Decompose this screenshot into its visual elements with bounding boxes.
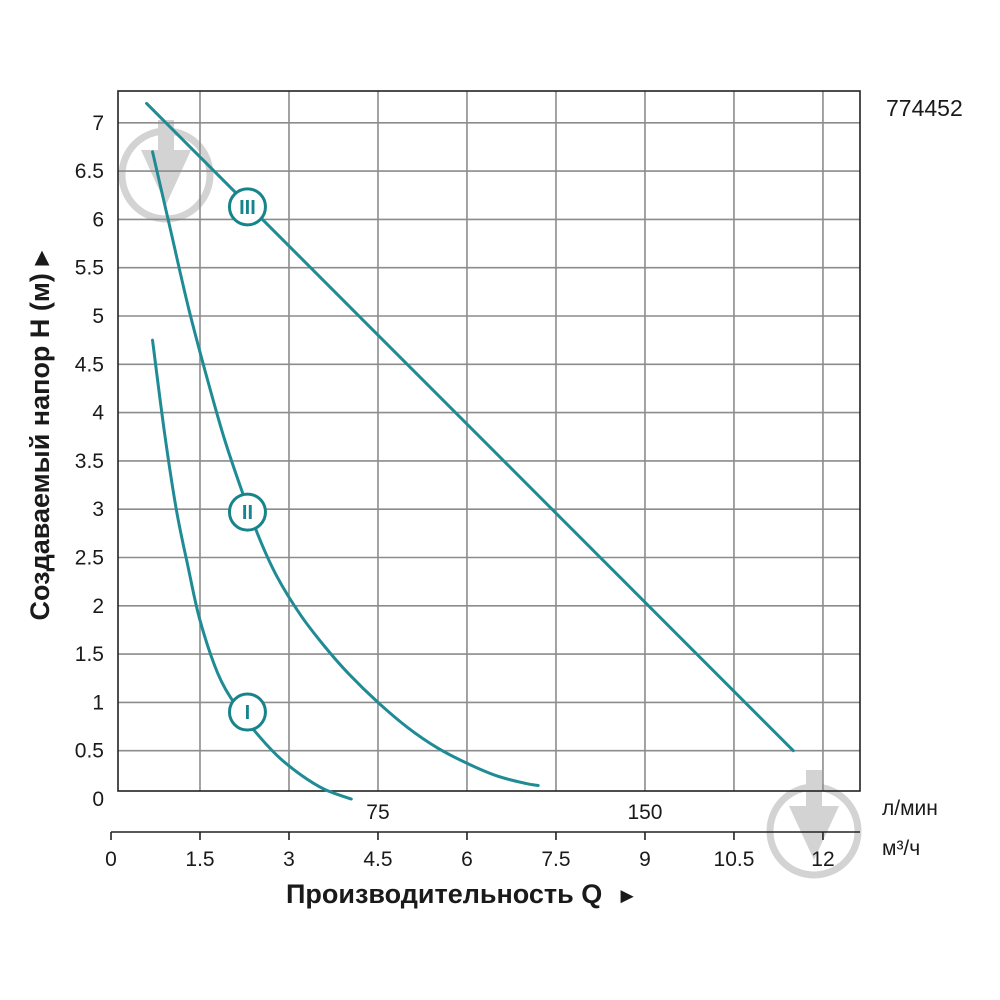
x-tick-label-m3h: 6 xyxy=(461,848,473,871)
x-tick-label-m3h: 4.5 xyxy=(363,848,392,871)
x-tick-label-m3h: 0 xyxy=(105,848,117,871)
curve-label-ii: II xyxy=(227,492,267,532)
y-tick-label: 1 xyxy=(92,691,104,714)
curve-label-text: I xyxy=(245,702,251,724)
curve-label-text: II xyxy=(242,502,253,524)
plot-frame xyxy=(117,90,861,792)
x-tick-label-lmin: 150 xyxy=(627,801,662,824)
x-axis-arrow-icon: ► xyxy=(616,883,638,908)
grid xyxy=(110,91,860,840)
y-tick-label: 2 xyxy=(92,595,104,618)
x-tick-label-lmin: 75 xyxy=(366,801,389,824)
y-tick-label: 3 xyxy=(92,498,104,521)
y-tick-label: 4 xyxy=(92,402,104,425)
curve-ii xyxy=(151,150,540,787)
y-tick-label: 4.5 xyxy=(75,353,104,376)
curve-label-i: I xyxy=(227,692,267,732)
curve-i xyxy=(151,338,353,801)
curve-label-iii: III xyxy=(227,187,267,227)
y-tick-label: 2.5 xyxy=(75,547,104,570)
y-tick-label: 6 xyxy=(92,208,104,231)
x-tick-labels: 0 1.5 3 4.5 6 7.5 9 10.5 12 75 150 xyxy=(105,801,834,871)
y-tick-label: 5.5 xyxy=(75,257,104,280)
y-tick-label: 6.5 xyxy=(75,160,104,183)
y-tick-label: 7 xyxy=(92,112,104,135)
y-tick-label: 0 xyxy=(92,788,104,811)
watermark-logo-icon xyxy=(766,770,862,879)
curve-label-badge xyxy=(227,692,267,732)
y-tick-label: 0.5 xyxy=(75,740,104,763)
curve-label-badge xyxy=(227,492,267,532)
y-tick-label: 5 xyxy=(92,305,104,328)
y-axis-title: Создаваемый напор H (м) ▸ xyxy=(25,250,55,620)
m3h-unit-label: м³/ч xyxy=(882,837,920,860)
x-tick-label-m3h: 7.5 xyxy=(541,848,570,871)
y-tick-label: 1.5 xyxy=(75,643,104,666)
lmin-unit-label: л/мин xyxy=(882,797,938,820)
y-tick-label: 3.5 xyxy=(75,450,104,473)
x-tick-label-m3h: 9 xyxy=(639,848,651,871)
x-tick-label-m3h: 12 xyxy=(811,848,834,871)
x-axis-title: Производительность Q ► xyxy=(286,879,638,909)
x-axis-title-text: Производительность Q xyxy=(286,879,602,909)
x-tick-label-m3h: 10.5 xyxy=(714,848,755,871)
curve-label-text: III xyxy=(239,197,256,219)
y-axis-title-text: Создаваемый напор H (м) xyxy=(25,273,55,620)
y-axis-arrow-icon: ▸ xyxy=(25,250,55,266)
x-tick-label-m3h: 1.5 xyxy=(185,848,214,871)
y-tick-labels: 0 0.5 1 1.5 2 2.5 3 3.5 4 4.5 5 5.5 6 6.5 7 xyxy=(75,112,105,811)
curve-label-badge xyxy=(227,187,267,227)
x-tick-label-m3h: 3 xyxy=(283,848,295,871)
model-number: 774452 xyxy=(886,95,963,121)
